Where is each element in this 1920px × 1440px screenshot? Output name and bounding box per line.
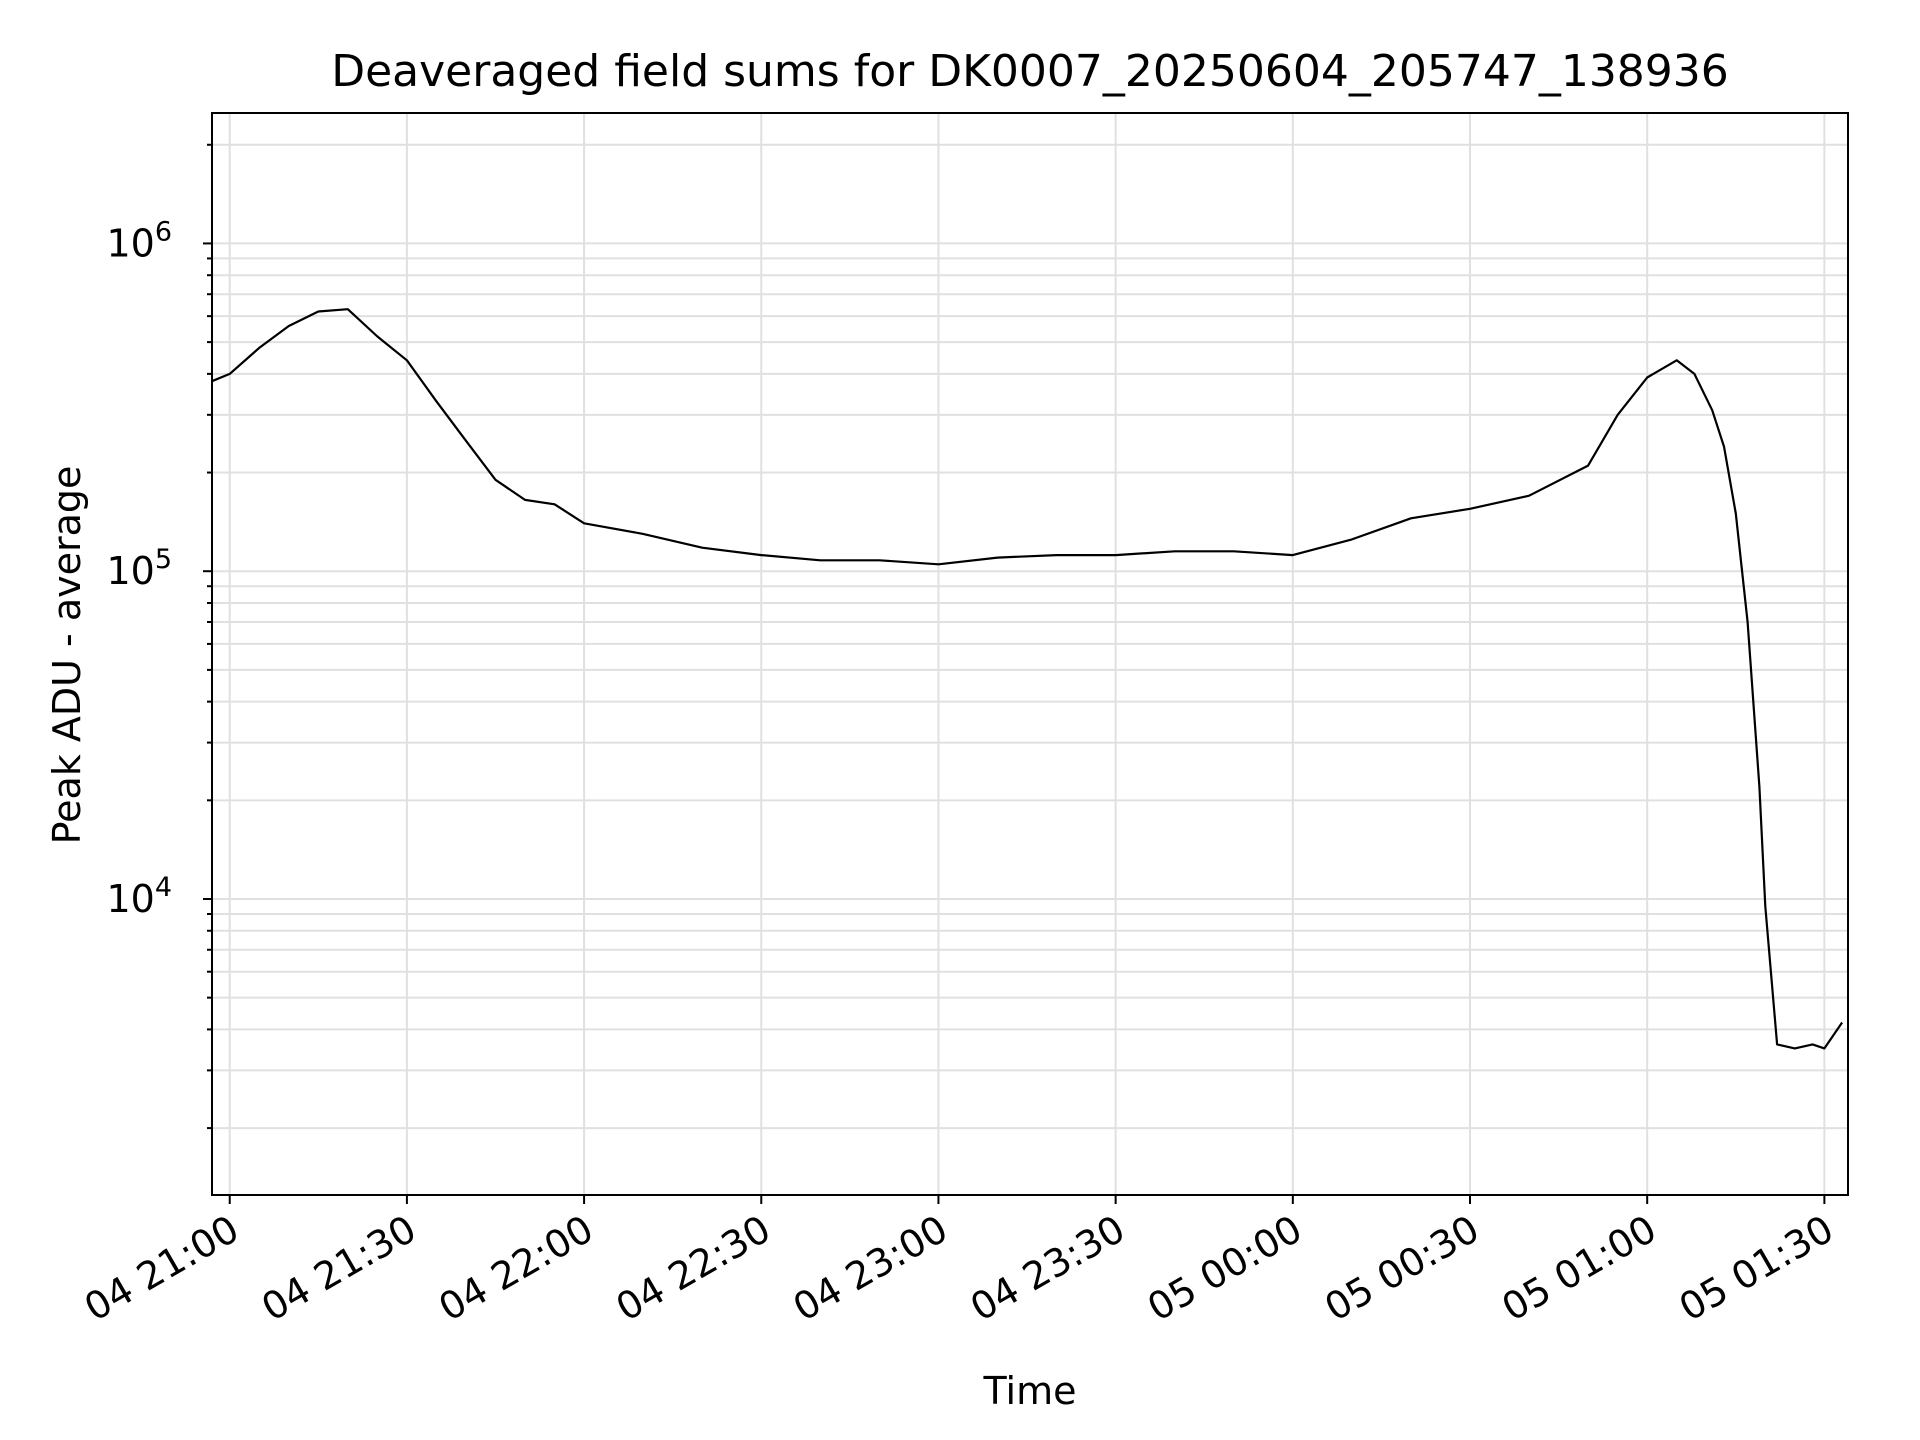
y-axis-label: Peak ADU - average — [45, 466, 89, 845]
y-tick-label: 106 — [106, 216, 172, 265]
chart-title: Deaveraged field sums for DK0007_2025060… — [331, 46, 1729, 97]
x-axis-label: Time — [983, 1369, 1077, 1413]
series-line — [211, 308, 1844, 1050]
y-tick-label: 105 — [106, 544, 172, 593]
plot-area-frame — [211, 112, 1849, 1196]
grid-layer — [212, 113, 1848, 1195]
series-layer — [211, 308, 1844, 1050]
y-tick-label: 104 — [106, 872, 172, 921]
